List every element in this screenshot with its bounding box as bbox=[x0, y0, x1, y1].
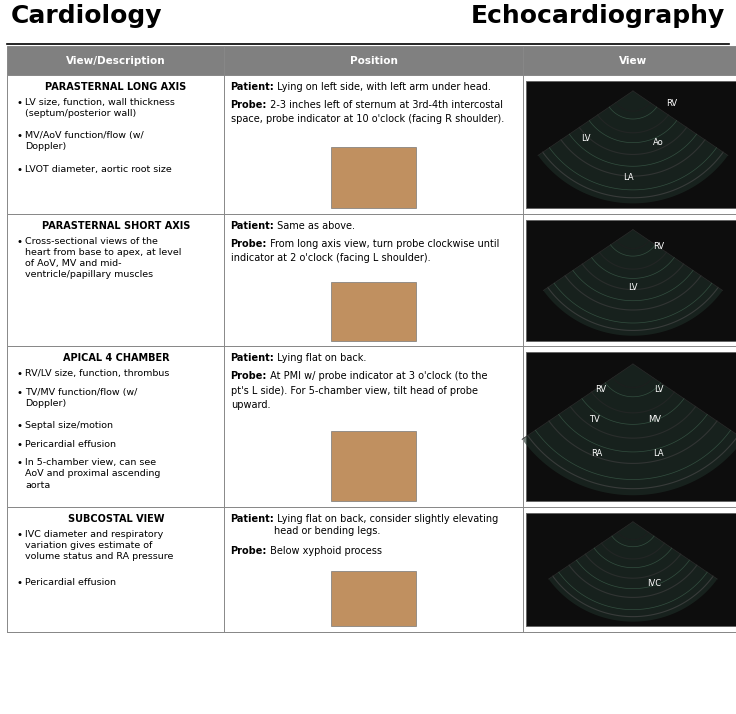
Text: In 5-chamber view, can see
AoV and proximal ascending
aorta: In 5-chamber view, can see AoV and proxi… bbox=[25, 458, 160, 490]
Text: Pericardial effusion: Pericardial effusion bbox=[25, 440, 116, 449]
Text: PARASTERNAL LONG AXIS: PARASTERNAL LONG AXIS bbox=[46, 82, 186, 92]
Bar bbox=[526, 352, 736, 501]
Bar bbox=[7, 346, 736, 507]
Text: Position: Position bbox=[350, 56, 397, 66]
Text: •: • bbox=[16, 237, 22, 247]
Text: RV: RV bbox=[666, 99, 677, 109]
Polygon shape bbox=[548, 522, 718, 622]
Text: LV: LV bbox=[629, 283, 637, 292]
Text: LV size, function, wall thickness
(septum/posterior wall): LV size, function, wall thickness (septu… bbox=[25, 98, 175, 118]
Text: Ao: Ao bbox=[654, 138, 664, 146]
Text: RA: RA bbox=[591, 449, 602, 458]
Text: •: • bbox=[16, 530, 22, 540]
Text: At PMI w/ probe indicator at 3 o'clock (to the: At PMI w/ probe indicator at 3 o'clock (… bbox=[266, 371, 487, 381]
Text: LV: LV bbox=[581, 134, 590, 143]
Text: •: • bbox=[16, 458, 22, 468]
Text: IVC diameter and respiratory
variation gives estimate of
volume status and RA pr: IVC diameter and respiratory variation g… bbox=[25, 530, 174, 561]
Text: RV: RV bbox=[595, 385, 606, 394]
Text: Probe:: Probe: bbox=[230, 100, 266, 110]
Text: Probe:: Probe: bbox=[230, 371, 266, 381]
Text: Cardiology: Cardiology bbox=[11, 4, 163, 28]
Text: 2-3 inches left of sternum at 3rd-4th intercostal: 2-3 inches left of sternum at 3rd-4th in… bbox=[266, 100, 503, 110]
Bar bbox=[7, 75, 736, 214]
Text: Patient:: Patient: bbox=[230, 353, 274, 363]
Text: From long axis view, turn probe clockwise until: From long axis view, turn probe clockwis… bbox=[266, 239, 499, 249]
Text: Probe:: Probe: bbox=[230, 239, 266, 249]
Bar bbox=[526, 81, 736, 208]
Text: indicator at 2 o'clock (facing L shoulder).: indicator at 2 o'clock (facing L shoulde… bbox=[231, 253, 431, 263]
Text: SUBCOSTAL VIEW: SUBCOSTAL VIEW bbox=[68, 514, 164, 524]
Text: Pericardial effusion: Pericardial effusion bbox=[25, 578, 116, 588]
Text: •: • bbox=[16, 421, 22, 431]
Text: TV/MV function/flow (w/
Doppler): TV/MV function/flow (w/ Doppler) bbox=[25, 388, 138, 408]
Text: •: • bbox=[16, 369, 22, 379]
Text: Patient:: Patient: bbox=[230, 221, 274, 231]
Text: MV: MV bbox=[648, 415, 661, 423]
Bar bbox=[7, 46, 736, 75]
Text: MV/AoV function/flow (w/
Doppler): MV/AoV function/flow (w/ Doppler) bbox=[25, 131, 144, 151]
Text: View/Description: View/Description bbox=[66, 56, 166, 66]
Text: TV: TV bbox=[589, 415, 600, 423]
Text: Below xyphoid process: Below xyphoid process bbox=[266, 546, 382, 556]
Bar bbox=[7, 214, 736, 346]
Text: upward.: upward. bbox=[231, 400, 271, 410]
Text: View: View bbox=[619, 56, 647, 66]
Text: PARASTERNAL SHORT AXIS: PARASTERNAL SHORT AXIS bbox=[42, 221, 190, 231]
Text: •: • bbox=[16, 440, 22, 450]
Text: Probe:: Probe: bbox=[230, 546, 266, 556]
Text: space, probe indicator at 10 o'clock (facing R shoulder).: space, probe indicator at 10 o'clock (fa… bbox=[231, 114, 504, 124]
Polygon shape bbox=[522, 364, 736, 496]
Text: •: • bbox=[16, 98, 22, 108]
Text: Lying flat on back, consider slightly elevating
head or bending legs.: Lying flat on back, consider slightly el… bbox=[274, 514, 498, 536]
Polygon shape bbox=[538, 91, 728, 203]
Text: IVC: IVC bbox=[648, 578, 662, 588]
Bar bbox=[331, 571, 416, 626]
Bar bbox=[7, 507, 736, 632]
Text: LV: LV bbox=[654, 385, 663, 394]
Polygon shape bbox=[543, 230, 723, 336]
Text: •: • bbox=[16, 131, 22, 141]
Text: Lying on left side, with left arm under head.: Lying on left side, with left arm under … bbox=[274, 82, 491, 92]
Text: pt's L side). For 5-chamber view, tilt head of probe: pt's L side). For 5-chamber view, tilt h… bbox=[231, 386, 478, 396]
Text: •: • bbox=[16, 578, 22, 588]
Text: Lying flat on back.: Lying flat on back. bbox=[274, 353, 367, 363]
Bar bbox=[526, 220, 736, 341]
Bar bbox=[526, 513, 736, 626]
Text: LVOT diameter, aortic root size: LVOT diameter, aortic root size bbox=[25, 165, 171, 174]
Text: •: • bbox=[16, 165, 22, 175]
Text: Patient:: Patient: bbox=[230, 514, 274, 524]
Bar bbox=[331, 431, 416, 501]
Text: APICAL 4 CHAMBER: APICAL 4 CHAMBER bbox=[63, 353, 169, 363]
Bar bbox=[331, 283, 416, 341]
Bar bbox=[331, 147, 416, 208]
Text: •: • bbox=[16, 388, 22, 398]
Text: Same as above.: Same as above. bbox=[274, 221, 355, 231]
Text: LA: LA bbox=[623, 174, 634, 182]
Text: Echocardiography: Echocardiography bbox=[471, 4, 725, 28]
Text: Patient:: Patient: bbox=[230, 82, 274, 92]
Text: RV/LV size, function, thrombus: RV/LV size, function, thrombus bbox=[25, 369, 169, 378]
Text: Cross-sectional views of the
heart from base to apex, at level
of AoV, MV and mi: Cross-sectional views of the heart from … bbox=[25, 237, 181, 279]
Text: Septal size/motion: Septal size/motion bbox=[25, 421, 113, 431]
Text: RV: RV bbox=[653, 242, 665, 251]
Text: LA: LA bbox=[654, 449, 664, 458]
